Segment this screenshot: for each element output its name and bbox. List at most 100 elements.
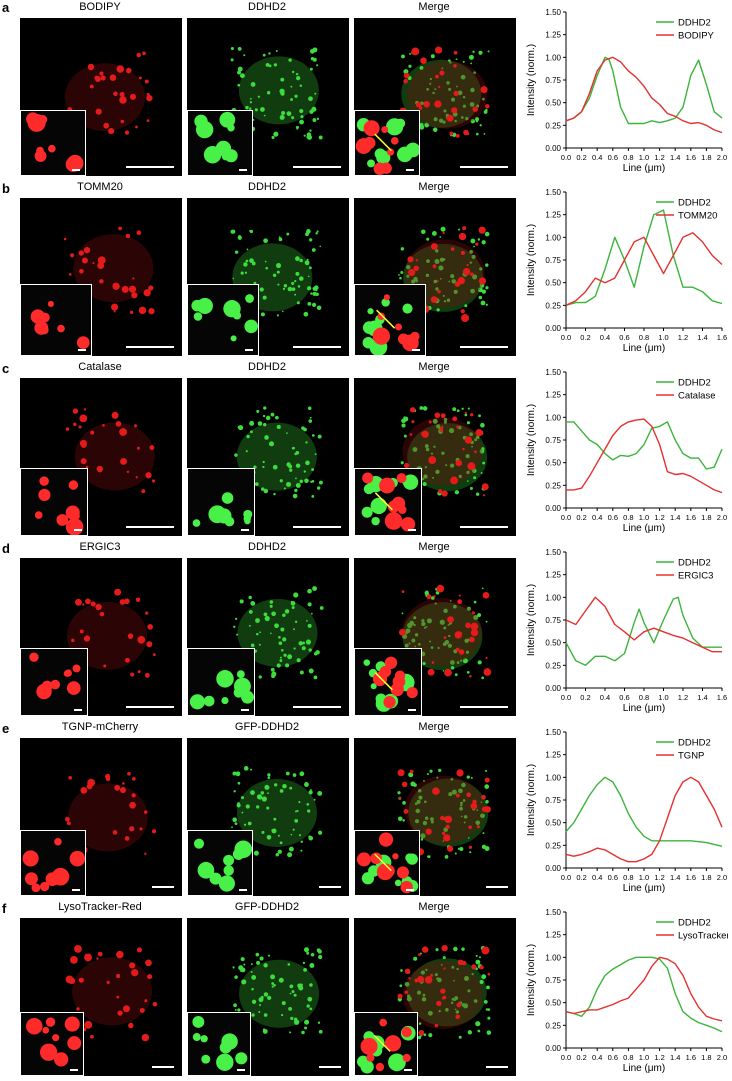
panel-label: a: [2, 0, 10, 15]
legend-label: ERGIC3: [678, 571, 713, 582]
x-tick-label: 0.4: [592, 1053, 602, 1062]
series-line: [565, 776, 723, 847]
y-tick-label: 0.50: [545, 819, 561, 828]
x-tick-label: 1.4: [670, 1053, 680, 1062]
scale-bar: [293, 706, 341, 708]
x-tick-label: 1.4: [697, 333, 707, 342]
line-profile-marker: [374, 853, 392, 872]
series-line: [565, 232, 723, 306]
x-tick-label: 2.0: [717, 513, 727, 522]
x-tick-label: 0.4: [600, 333, 610, 342]
y-axis-label: Intensity (norm.): [526, 944, 537, 1016]
x-tick-label: 1.6: [686, 1053, 696, 1062]
x-tick-label: 0.8: [623, 1053, 633, 1062]
y-tick-label: 1.50: [545, 188, 561, 197]
y-tick-label: 1.00: [545, 953, 561, 962]
zoom-inset: [20, 110, 86, 176]
figure-row: b TOMM20 DDHD2 Merge 0.00 0.25 0.50 0.75 1.00 1.2…: [0, 180, 732, 360]
x-tick-label: 0.0: [561, 153, 571, 162]
series-line: [566, 418, 723, 494]
line-profile-chart: 0.00 0.25 0.50 0.75 1.00 1.25 1.50 0.0 0.2 0.4 0.6…: [526, 908, 728, 1074]
scale-bar: [126, 706, 174, 708]
scale-bar: [460, 166, 508, 168]
x-tick-label: 1.0: [658, 693, 668, 702]
y-tick-label: 0.50: [545, 639, 561, 648]
y-tick-label: 0.75: [545, 976, 561, 985]
scale-bar: [152, 1066, 174, 1068]
x-tick-label: 0.2: [580, 693, 590, 702]
image-title: Merge: [418, 181, 450, 193]
legend-label: Catalase: [678, 391, 716, 402]
y-axis-label: Intensity (norm.): [526, 44, 537, 116]
y-tick-label: 1.25: [545, 391, 561, 400]
x-tick-label: 1.6: [717, 693, 727, 702]
image-title: BODIPY: [79, 1, 121, 13]
micrograph-image: [354, 738, 516, 896]
inset-scale-bar: [408, 709, 416, 711]
x-tick-label: 0.0: [561, 513, 571, 522]
x-tick-label: 1.8: [701, 873, 711, 882]
y-axis-label: Intensity (norm.): [526, 224, 537, 296]
x-tick-label: 0.0: [561, 693, 571, 702]
series-line: [565, 56, 723, 134]
image-title: TOMM20: [77, 181, 123, 193]
scale-bar: [126, 346, 174, 348]
x-axis-label: Line (μm): [623, 883, 665, 894]
line-profile-marker: [376, 309, 396, 329]
legend-label: TGNP: [678, 751, 704, 762]
image-title: Merge: [418, 901, 450, 913]
y-tick-label: 0.25: [545, 841, 561, 850]
x-axis-label: Line (μm): [623, 523, 665, 534]
image-title: GFP-DDHD2: [234, 721, 300, 733]
x-tick-label: 0.6: [619, 333, 629, 342]
x-tick-label: 2.0: [717, 153, 727, 162]
y-tick-label: 1.25: [545, 931, 561, 940]
micrograph-image: [20, 18, 182, 176]
series-line: [565, 56, 723, 125]
scale-bar: [486, 1066, 508, 1068]
image-title: Catalase: [78, 361, 122, 373]
y-tick-label: 0.75: [545, 796, 561, 805]
inset-scale-bar: [237, 1069, 245, 1071]
x-tick-label: 2.0: [717, 1053, 727, 1062]
y-tick-label: 0.25: [545, 1021, 561, 1030]
y-axis-label: Intensity (norm.): [526, 584, 537, 656]
x-tick-label: 0.4: [592, 873, 602, 882]
y-tick-label: 0.25: [545, 661, 561, 670]
inset-scale-bar: [406, 889, 414, 891]
figure-row: a BODIPY DDHD2 Merge 0.00 0.25 0.50 0.75 1.00 1.2…: [0, 0, 732, 180]
micrograph-image: [187, 18, 349, 176]
x-tick-label: 1.0: [639, 153, 649, 162]
x-tick-label: 1.6: [686, 873, 696, 882]
y-tick-label: 1.50: [545, 548, 561, 557]
panel-label: c: [2, 361, 10, 376]
scale-bar: [319, 1066, 341, 1068]
x-tick-label: 1.6: [717, 333, 727, 342]
legend-label: DDHD2: [678, 18, 711, 29]
y-tick-label: 0.00: [545, 324, 561, 333]
zoom-inset: [187, 648, 255, 716]
image-title: DDHD2: [248, 1, 286, 13]
x-tick-label: 0.0: [561, 333, 571, 342]
micrograph-image: [354, 378, 516, 536]
x-tick-label: 0.4: [600, 693, 610, 702]
y-tick-label: 0.50: [545, 999, 561, 1008]
x-tick-label: 1.0: [639, 873, 649, 882]
y-tick-label: 0.25: [545, 301, 561, 310]
y-tick-label: 0.50: [545, 279, 561, 288]
micrograph-image: [354, 558, 516, 716]
line-profile-chart: 0.00 0.25 0.50 0.75 1.00 1.25 1.50 0.0 0.2 0.4 0.6…: [526, 188, 727, 354]
x-tick-label: 0.6: [608, 1053, 618, 1062]
x-tick-label: 0.6: [608, 873, 618, 882]
scale-bar: [293, 346, 341, 348]
zoom-inset: [187, 1012, 251, 1076]
x-tick-label: 1.4: [670, 873, 680, 882]
x-tick-label: 1.4: [670, 513, 680, 522]
x-tick-label: 1.2: [678, 333, 688, 342]
y-tick-label: 0.25: [545, 481, 561, 490]
y-tick-label: 1.50: [545, 908, 561, 917]
inset-scale-bar: [72, 169, 80, 171]
micrograph-image: [20, 378, 182, 536]
y-tick-label: 1.00: [545, 233, 561, 242]
zoom-inset: [354, 648, 422, 716]
